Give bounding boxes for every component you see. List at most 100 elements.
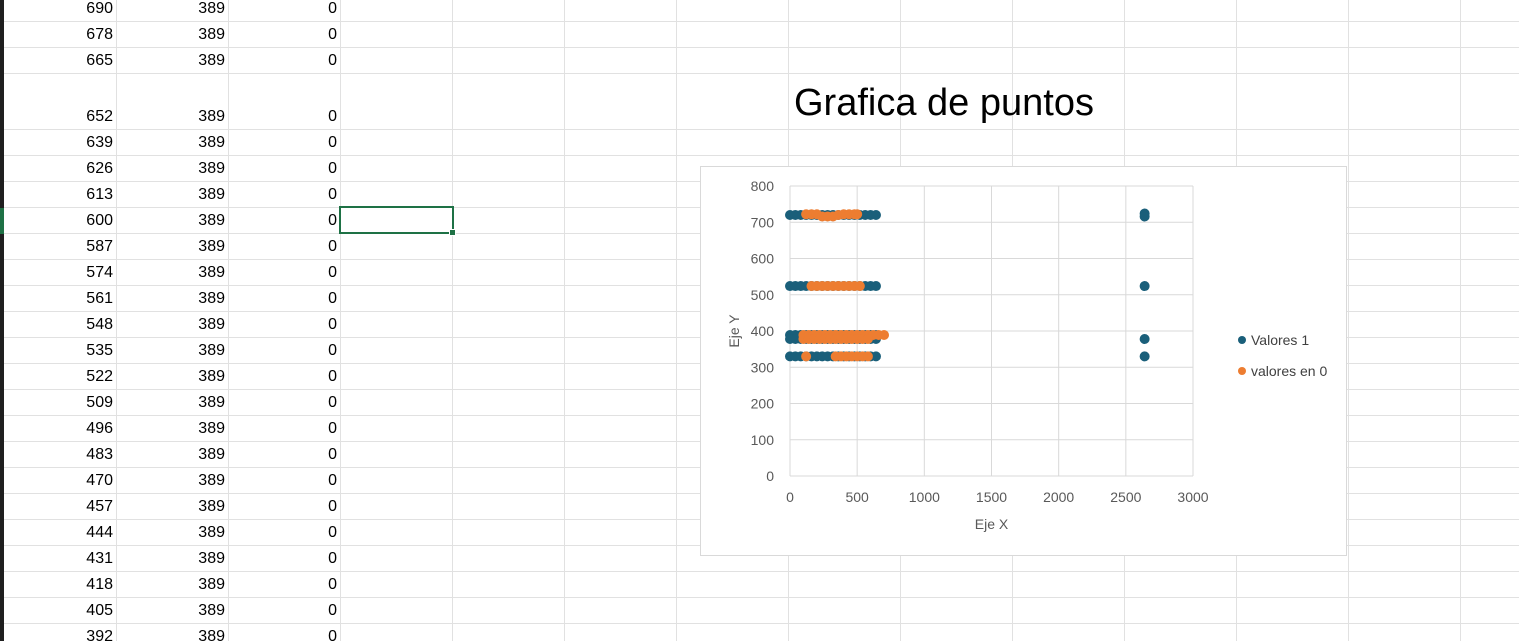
cell-col-b[interactable]: 389 (198, 394, 225, 411)
column-gridline (1460, 0, 1461, 641)
cell-col-c[interactable]: 0 (328, 26, 337, 43)
cell-col-c[interactable]: 0 (328, 212, 337, 229)
cell-col-b[interactable]: 389 (198, 342, 225, 359)
cell-col-b[interactable]: 389 (198, 134, 225, 151)
cell-col-c[interactable]: 0 (328, 550, 337, 567)
cell-col-a[interactable]: 418 (86, 576, 113, 593)
series-2-point (801, 351, 812, 362)
cell-col-a[interactable]: 496 (86, 420, 113, 437)
cell-col-b[interactable]: 389 (198, 290, 225, 307)
cell-col-c[interactable]: 0 (328, 290, 337, 307)
cell-col-a[interactable]: 561 (86, 290, 113, 307)
cell-col-b[interactable]: 389 (198, 26, 225, 43)
cell-col-a[interactable]: 690 (86, 0, 113, 17)
cell-col-a[interactable]: 535 (86, 342, 113, 359)
series-1-point (1139, 211, 1150, 222)
cell-col-c[interactable]: 0 (328, 446, 337, 463)
cell-col-b[interactable]: 389 (198, 264, 225, 281)
cell-col-b[interactable]: 389 (198, 550, 225, 567)
cell-col-b[interactable]: 389 (198, 602, 225, 619)
cell-col-a[interactable]: 600 (86, 212, 113, 229)
cell-col-c[interactable]: 0 (328, 134, 337, 151)
cell-col-c[interactable]: 0 (328, 160, 337, 177)
cell-col-b[interactable]: 389 (198, 524, 225, 541)
cell-col-c[interactable]: 0 (328, 524, 337, 541)
legend-marker-series-1 (1238, 336, 1246, 344)
series-1-point (870, 281, 881, 292)
series-2-point (879, 329, 890, 340)
cell-col-b[interactable]: 389 (198, 108, 225, 125)
cell-col-b[interactable]: 389 (198, 628, 225, 641)
cell-col-a[interactable]: 574 (86, 264, 113, 281)
cell-col-a[interactable]: 457 (86, 498, 113, 515)
cell-col-c[interactable]: 0 (328, 342, 337, 359)
y-tick-label: 800 (751, 178, 775, 194)
cell-col-a[interactable]: 392 (86, 628, 113, 641)
cell-col-a[interactable]: 613 (86, 186, 113, 203)
cell-col-c[interactable]: 0 (328, 238, 337, 255)
y-tick-label: 100 (751, 432, 775, 448)
cell-col-b[interactable]: 389 (198, 498, 225, 515)
chart-title[interactable]: Grafica de puntos (794, 82, 1094, 124)
cell-col-b[interactable]: 389 (198, 420, 225, 437)
y-tick-label: 600 (751, 251, 775, 267)
selected-cell[interactable] (339, 206, 456, 236)
cell-col-b[interactable]: 389 (198, 238, 225, 255)
cell-col-a[interactable]: 470 (86, 472, 113, 489)
cell-col-c[interactable]: 0 (328, 368, 337, 385)
sheet-left-edge (0, 0, 4, 641)
cell-col-b[interactable]: 389 (198, 368, 225, 385)
fill-handle[interactable] (449, 229, 456, 236)
cell-col-a[interactable]: 639 (86, 134, 113, 151)
cell-col-a[interactable]: 678 (86, 26, 113, 43)
cell-col-a[interactable]: 405 (86, 602, 113, 619)
cell-col-c[interactable]: 0 (328, 52, 337, 69)
cell-col-a[interactable]: 587 (86, 238, 113, 255)
column-gridline (116, 0, 117, 641)
series-1-point (870, 210, 881, 220)
cell-col-a[interactable]: 522 (86, 368, 113, 385)
cell-col-b[interactable]: 389 (198, 446, 225, 463)
row-gridline (4, 73, 1519, 74)
cell-col-c[interactable]: 0 (328, 108, 337, 125)
cell-col-a[interactable]: 626 (86, 160, 113, 177)
cell-col-c[interactable]: 0 (328, 394, 337, 411)
x-tick-label: 1000 (909, 489, 940, 505)
cell-col-b[interactable]: 389 (198, 316, 225, 333)
cell-col-a[interactable]: 665 (86, 52, 113, 69)
x-tick-label: 2500 (1110, 489, 1141, 505)
cell-col-b[interactable]: 389 (198, 212, 225, 229)
cell-col-c[interactable]: 0 (328, 472, 337, 489)
series-1-point (870, 351, 881, 362)
cell-col-a[interactable]: 652 (86, 108, 113, 125)
cell-col-c[interactable]: 0 (328, 576, 337, 593)
cell-col-b[interactable]: 389 (198, 160, 225, 177)
y-tick-label: 700 (751, 214, 775, 230)
cell-col-b[interactable]: 389 (198, 0, 225, 17)
cell-col-c[interactable]: 0 (328, 264, 337, 281)
cell-col-b[interactable]: 389 (198, 186, 225, 203)
cell-col-c[interactable]: 0 (328, 0, 337, 17)
cell-col-c[interactable]: 0 (328, 186, 337, 203)
cell-col-a[interactable]: 444 (86, 524, 113, 541)
cell-col-b[interactable]: 389 (198, 576, 225, 593)
cell-col-a[interactable]: 548 (86, 316, 113, 333)
y-tick-label: 400 (751, 323, 775, 339)
cell-col-a[interactable]: 509 (86, 394, 113, 411)
scatter-chart[interactable]: 0 100 200 300 400 500 600 700 800 0 500 1000 1500 200… (701, 167, 1348, 557)
cell-col-c[interactable]: 0 (328, 498, 337, 515)
x-axis-title: Eje X (975, 516, 1009, 532)
legend-label-series-1: Valores 1 (1251, 332, 1309, 348)
cell-col-c[interactable]: 0 (328, 420, 337, 437)
cell-col-c[interactable]: 0 (328, 602, 337, 619)
chart-area[interactable]: 0 100 200 300 400 500 600 700 800 0 500 1000 1500 200… (700, 166, 1347, 556)
x-tick-label: 500 (845, 489, 869, 505)
cell-col-c[interactable]: 0 (328, 316, 337, 333)
cell-col-c[interactable]: 0 (328, 628, 337, 641)
cell-col-b[interactable]: 389 (198, 472, 225, 489)
series-1-point (1139, 351, 1150, 362)
column-gridline (228, 0, 229, 641)
cell-col-b[interactable]: 389 (198, 52, 225, 69)
cell-col-a[interactable]: 483 (86, 446, 113, 463)
cell-col-a[interactable]: 431 (86, 550, 113, 567)
